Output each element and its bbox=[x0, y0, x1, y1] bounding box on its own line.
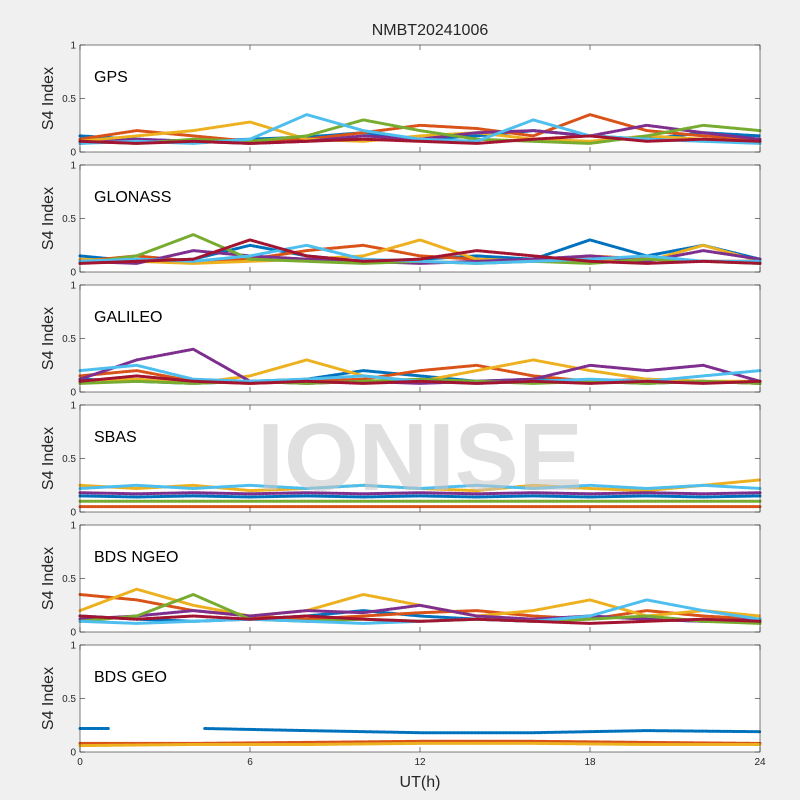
y-tick-label: 0 bbox=[70, 748, 76, 759]
panel-name-label: BDS NGEO bbox=[94, 549, 178, 566]
panel-name-label: BDS GEO bbox=[94, 669, 167, 686]
data-series-line bbox=[78, 113, 762, 145]
data-series-line bbox=[78, 494, 762, 499]
watermark-text: IONISE bbox=[257, 404, 582, 511]
y-tick-label: 0 bbox=[70, 508, 76, 519]
plot-area bbox=[80, 45, 760, 152]
panels-group: 0 0.5 1 S4 Index GPS 0 0.5 1 S4 Index GLONASS 0 0.5… bbox=[40, 41, 766, 769]
y-tick-label: 0.5 bbox=[62, 214, 76, 225]
data-series-line bbox=[78, 134, 762, 145]
data-series-line bbox=[78, 741, 762, 748]
y-tick-label: 1 bbox=[70, 41, 76, 52]
y-tick-label: 1 bbox=[70, 521, 76, 532]
panel-name-label: GALILEO bbox=[94, 309, 162, 326]
plot-area bbox=[80, 165, 760, 272]
y-axis-label: S4 Index bbox=[40, 67, 57, 130]
x-tick-label: 12 bbox=[414, 757, 426, 768]
panel-name-label: SBAS bbox=[94, 429, 137, 446]
data-series-line bbox=[78, 238, 762, 265]
y-tick-label: 0 bbox=[70, 148, 76, 159]
y-tick-label: 0.5 bbox=[62, 334, 76, 345]
x-tick-label: 18 bbox=[584, 757, 596, 768]
data-series-line bbox=[78, 347, 762, 385]
data-series-line bbox=[78, 491, 762, 496]
panel-name-label: GPS bbox=[94, 69, 128, 86]
y-tick-label: 0 bbox=[70, 628, 76, 639]
panel-bds-ngeo: 0 0.5 1 S4 Index BDS NGEO bbox=[40, 521, 762, 639]
y-tick-label: 0 bbox=[70, 268, 76, 279]
data-series-line bbox=[78, 603, 762, 623]
data-series-line bbox=[78, 483, 762, 490]
chart-title: NMBT20241006 bbox=[372, 22, 489, 39]
x-tick-label: 24 bbox=[754, 757, 766, 768]
y-axis-label: S4 Index bbox=[40, 187, 57, 250]
panel-bds-geo: 0 0.5 1 0 6 12 18 24 S4 Index BDS GEO bbox=[40, 641, 766, 769]
x-tick-label: 6 bbox=[247, 757, 253, 768]
x-tick-label: 0 bbox=[77, 757, 83, 768]
data-series-line bbox=[78, 374, 762, 385]
panel-glonass: 0 0.5 1 S4 Index GLONASS bbox=[40, 161, 762, 279]
plot-area bbox=[80, 285, 760, 392]
y-tick-label: 1 bbox=[70, 641, 76, 652]
data-series-line bbox=[78, 614, 762, 625]
data-series-line bbox=[78, 377, 762, 385]
data-series-line bbox=[78, 113, 762, 143]
data-series-line bbox=[78, 243, 762, 265]
data-series-line bbox=[78, 249, 762, 265]
y-tick-label: 0.5 bbox=[62, 94, 76, 105]
plot-area bbox=[80, 645, 760, 752]
x-axis-label: UT(h) bbox=[400, 774, 441, 791]
y-axis-label: S4 Index bbox=[40, 667, 57, 730]
y-tick-label: 1 bbox=[70, 161, 76, 172]
y-tick-label: 0.5 bbox=[62, 574, 76, 585]
data-series-line bbox=[203, 727, 762, 735]
y-tick-label: 1 bbox=[70, 281, 76, 292]
panel-galileo: 0 0.5 1 S4 Index GALILEO bbox=[40, 281, 762, 399]
panel-gps: 0 0.5 1 S4 Index GPS bbox=[40, 41, 762, 159]
y-tick-label: 0 bbox=[70, 388, 76, 399]
y-tick-label: 0.5 bbox=[62, 454, 76, 465]
y-axis-label: S4 Index bbox=[40, 547, 57, 610]
y-axis-label: S4 Index bbox=[40, 427, 57, 490]
y-tick-label: 0.5 bbox=[62, 694, 76, 705]
panel-sbas: 0 0.5 1 S4 Index SBAS bbox=[40, 401, 762, 519]
y-axis-label: S4 Index bbox=[40, 307, 57, 370]
data-series-line bbox=[78, 118, 762, 145]
y-tick-label: 1 bbox=[70, 401, 76, 412]
panel-name-label: GLONASS bbox=[94, 189, 171, 206]
